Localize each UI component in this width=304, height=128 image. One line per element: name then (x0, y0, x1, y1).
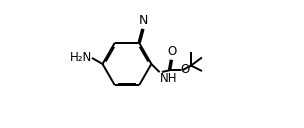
Text: O: O (181, 63, 190, 76)
Text: O: O (167, 45, 176, 58)
Text: N: N (139, 14, 148, 27)
Text: H₂N: H₂N (70, 51, 92, 64)
Text: NH: NH (160, 72, 177, 85)
